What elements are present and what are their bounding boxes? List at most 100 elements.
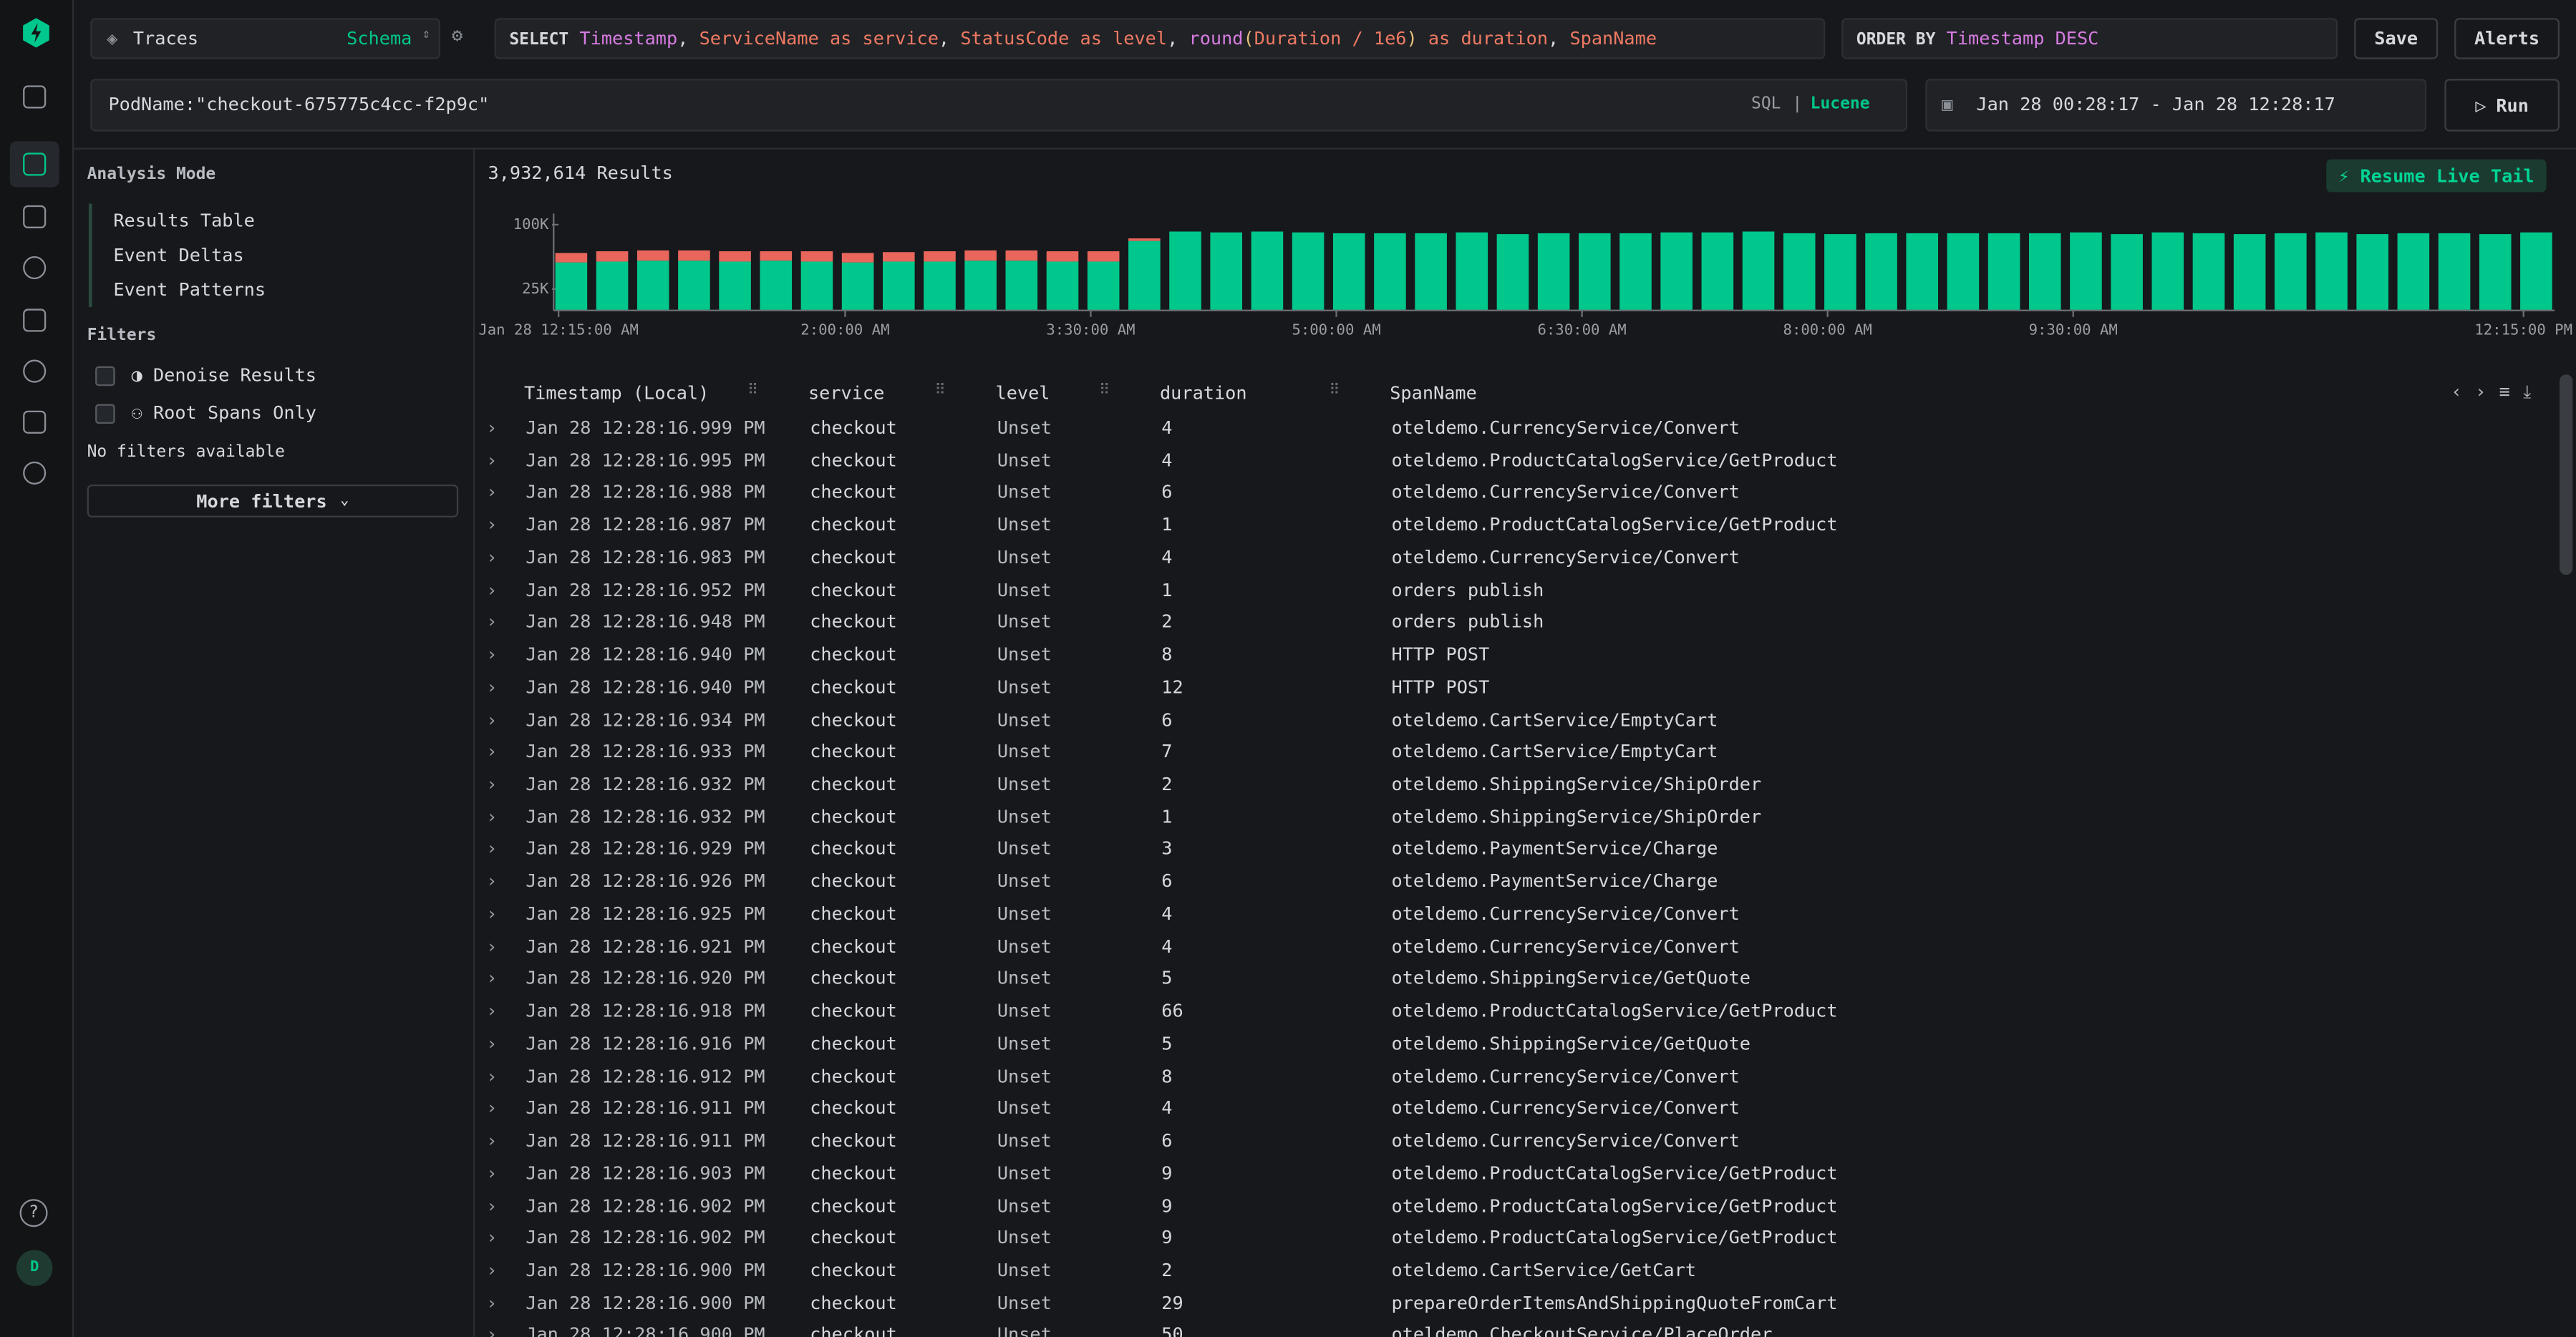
expand-row[interactable]: › <box>486 1098 497 1119</box>
table-cell: Unset <box>997 1162 1052 1184</box>
option[interactable]: ◑ Denoise Results <box>132 364 316 386</box>
expand-row[interactable]: › <box>486 1325 497 1337</box>
table-cell: 4 <box>1161 449 1172 471</box>
expand-row[interactable]: › <box>486 1033 497 1054</box>
bar <box>1251 231 1284 310</box>
checkbox[interactable] <box>95 404 115 424</box>
bar <box>1128 238 1161 241</box>
column-header[interactable]: level <box>996 383 1050 404</box>
expand-row[interactable]: › <box>486 482 497 503</box>
table-cell: Jan 28 12:28:16.900 PM <box>526 1260 765 1281</box>
table-cell: 5 <box>1161 968 1172 990</box>
expand-row[interactable]: › <box>486 515 497 536</box>
expand-row[interactable]: › <box>486 871 497 893</box>
expand-row[interactable]: › <box>486 903 497 925</box>
table-cell: Unset <box>997 547 1052 568</box>
table-cell: 6 <box>1161 871 1172 893</box>
table-actions[interactable]: ‹›≡⤓ <box>2451 381 2544 404</box>
expand-row[interactable]: › <box>486 676 497 698</box>
table-cell: 6 <box>1161 709 1172 730</box>
avatar[interactable]: D <box>16 1250 52 1285</box>
y-tick-label: 100K <box>513 215 549 233</box>
expand-row[interactable]: › <box>486 968 497 990</box>
table-cell: checkout <box>810 1001 897 1022</box>
bar <box>1169 231 1201 310</box>
table-cell: Unset <box>997 1227 1052 1249</box>
expand-row[interactable]: › <box>486 774 497 795</box>
bar <box>1702 233 1734 311</box>
expand-row[interactable]: › <box>486 1260 497 1281</box>
table-cell: Jan 28 12:28:16.932 PM <box>526 774 765 795</box>
table-cell: Unset <box>997 579 1052 601</box>
table-cell: Jan 28 12:28:16.940 PM <box>526 644 765 666</box>
bar <box>1047 261 1079 310</box>
expand-row[interactable]: › <box>486 1162 497 1184</box>
table-cell: Unset <box>997 968 1052 990</box>
table-cell: 50 <box>1161 1325 1183 1337</box>
column-header[interactable]: Timestamp (Local) <box>524 383 709 404</box>
table-cell: 4 <box>1161 935 1172 957</box>
table-cell: Unset <box>997 838 1052 860</box>
table-cell: checkout <box>810 515 897 536</box>
checkbox[interactable] <box>95 366 115 386</box>
bar <box>883 252 915 261</box>
expand-row[interactable]: › <box>486 417 497 439</box>
nav-dashboards[interactable] <box>23 411 46 434</box>
expand-row[interactable]: › <box>486 1227 497 1249</box>
table-cell: oteldemo.CurrencyService/Convert <box>1392 1065 1740 1086</box>
table-cell: Jan 28 12:28:16.932 PM <box>526 806 765 827</box>
expand-row[interactable]: › <box>486 644 497 666</box>
bar <box>1743 231 1775 310</box>
expand-row[interactable]: › <box>486 935 497 957</box>
bar <box>2479 234 2512 311</box>
table-cell: checkout <box>810 417 897 439</box>
more-filters[interactable]: More filters⌄ <box>87 485 459 517</box>
bar <box>883 261 915 310</box>
bar <box>2439 233 2471 311</box>
expand-row[interactable]: › <box>486 547 497 568</box>
nav-settings[interactable] <box>23 462 46 485</box>
expand-row[interactable]: › <box>486 1065 497 1086</box>
table-cell: checkout <box>810 774 897 795</box>
bar <box>1456 233 1488 311</box>
table-cell: HTTP POST <box>1392 644 1490 666</box>
expand-row[interactable]: › <box>486 1195 497 1217</box>
bar <box>1783 233 1816 311</box>
expand-row[interactable]: › <box>486 1001 497 1022</box>
help[interactable]: ? <box>20 1199 48 1227</box>
table-cell: 1 <box>1161 515 1172 536</box>
expand-row[interactable]: › <box>486 1130 497 1152</box>
table-cell: 1 <box>1161 806 1172 827</box>
expand-row[interactable]: › <box>486 838 497 860</box>
expand-row[interactable]: › <box>486 742 497 763</box>
table-cell: 2 <box>1161 612 1172 633</box>
option[interactable]: ⚇ Root Spans Only <box>132 402 316 424</box>
bar <box>801 261 833 310</box>
table-cell: Unset <box>997 1033 1052 1054</box>
expand-row[interactable]: › <box>486 1292 497 1313</box>
bar <box>1088 261 1120 310</box>
expand-row[interactable]: › <box>486 709 497 730</box>
bar <box>1660 233 1693 311</box>
table-cell: checkout <box>810 742 897 763</box>
expand-row[interactable]: › <box>486 612 497 633</box>
bar <box>637 261 669 310</box>
column-header[interactable]: SpanName <box>1390 383 1477 404</box>
column-header[interactable]: duration <box>1160 383 1247 404</box>
x-tick-label: 12:15:00 PM <box>2474 321 2572 338</box>
bar <box>556 263 588 311</box>
bar <box>964 251 997 261</box>
bar <box>1988 233 2020 311</box>
expand-row[interactable]: › <box>486 579 497 601</box>
table-cell: Unset <box>997 676 1052 698</box>
bar <box>842 263 874 311</box>
table-cell: orders publish <box>1392 612 1544 633</box>
table-cell: Jan 28 12:28:16.934 PM <box>526 709 765 730</box>
expand-row[interactable]: › <box>486 449 497 471</box>
expand-row[interactable]: › <box>486 806 497 827</box>
scrollbar[interactable] <box>2560 374 2572 575</box>
table-cell: orders publish <box>1392 579 1544 601</box>
nav-services[interactable] <box>23 360 46 383</box>
table-cell: Jan 28 12:28:16.925 PM <box>526 903 765 925</box>
column-header[interactable]: service <box>808 383 884 404</box>
